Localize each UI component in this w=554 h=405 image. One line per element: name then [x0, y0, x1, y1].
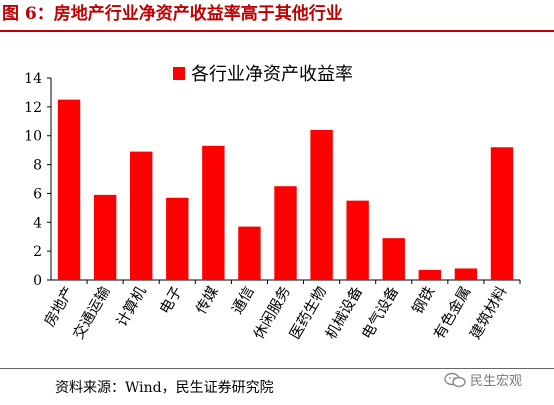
bar [93, 194, 117, 280]
legend-label: 各行业净资产收益率 [191, 64, 353, 85]
watermark: 民生宏观 [444, 370, 522, 389]
figure-title: 图 6：房地产行业净资产收益率高于其他行业 [2, 4, 343, 24]
y-tick-label: 6 [33, 186, 42, 202]
x-tick-label: 房地产 [41, 284, 77, 330]
watermark-text: 民生宏观 [470, 374, 523, 389]
source-note: 资料来源：Wind，民生证券研究院 [55, 380, 274, 396]
bar [382, 238, 405, 280]
y-tick-label: 10 [24, 129, 42, 145]
x-tick-label: 通信 [229, 284, 258, 318]
bar [490, 147, 514, 280]
bar [130, 151, 153, 280]
bar [274, 186, 297, 280]
bar [418, 269, 441, 280]
bar [238, 226, 261, 280]
y-tick-label: 12 [24, 100, 42, 116]
x-tick-label: 钢铁 [409, 284, 438, 318]
bar [346, 200, 369, 280]
x-tick-label: 传媒 [193, 283, 222, 317]
legend: 各行业净资产收益率 [173, 64, 353, 85]
bar [166, 197, 189, 280]
y-tick-label: 4 [33, 215, 42, 231]
title-divider [0, 30, 554, 32]
x-tick-label: 电子 [157, 284, 186, 318]
y-tick-labels: 0 2 4 6 8 10 12 14 [24, 71, 42, 289]
y-tick-label: 2 [33, 244, 42, 260]
bar [202, 145, 225, 280]
y-tick-label: 8 [33, 158, 42, 174]
bar [57, 99, 81, 281]
x-tick-label: 计算机 [113, 283, 150, 330]
footer-divider [0, 368, 554, 369]
bar [454, 268, 478, 280]
legend-swatch [173, 67, 185, 80]
bar [310, 129, 333, 280]
wechat-icon [444, 372, 466, 387]
y-tick-label: 14 [24, 71, 42, 87]
y-tick-label: 0 [33, 273, 42, 289]
bars [57, 99, 514, 281]
